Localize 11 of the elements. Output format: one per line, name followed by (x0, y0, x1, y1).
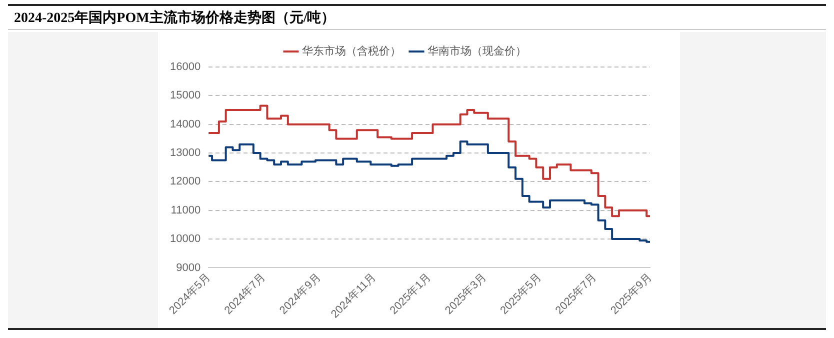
chart-title: 2024-2025年国内POM主流市场价格走势图（元/吨） (8, 4, 826, 30)
y-tick-label: 9000 (176, 262, 201, 274)
y-tick-label: 14000 (170, 118, 201, 130)
y-tick-label: 13000 (170, 147, 201, 160)
y-tick-label: 16000 (170, 61, 201, 74)
legend-label: 华南市场（现金价） (428, 44, 526, 58)
y-tick-label: 12000 (170, 176, 201, 188)
legend-label: 华东市场（含税价） (302, 44, 401, 58)
y-tick-label: 11000 (170, 204, 201, 216)
y-tick-label: 10000 (170, 233, 201, 246)
y-tick-label: 15000 (170, 90, 201, 102)
